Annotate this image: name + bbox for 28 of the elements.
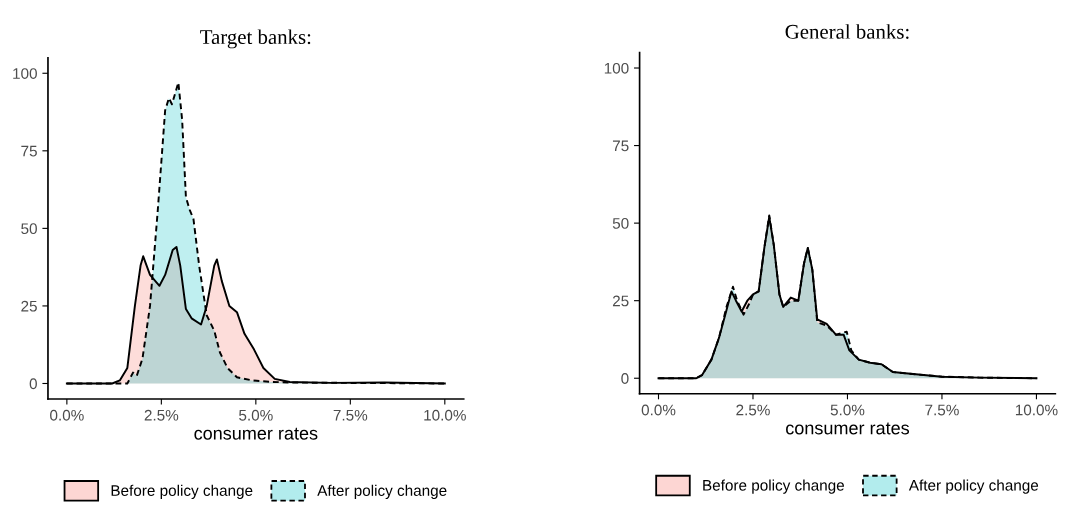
x-tick-label: 5.0% — [830, 404, 865, 416]
x-tick-label: 10.0% — [1015, 404, 1058, 416]
x-tick-label: 7.5% — [925, 404, 959, 416]
x-tick-label: 2.5% — [736, 404, 770, 416]
x-tick-label: 10.0% — [424, 409, 466, 421]
y-tick-label: 100 — [604, 62, 629, 74]
y-tick-label: 75 — [612, 140, 629, 152]
y-tick-label: 100 — [13, 68, 37, 79]
y-tick-label: 50 — [612, 217, 629, 229]
x-axis-title: consumer rates — [194, 427, 318, 440]
y-tick-label: 25 — [612, 295, 629, 307]
legend-label: Before policy change — [703, 479, 845, 494]
y-tick-label: 0 — [621, 373, 629, 384]
x-tick-label: 0.0% — [641, 404, 676, 416]
chart-title: General banks: — [785, 24, 909, 39]
x-axis-title: consumer rates — [786, 422, 910, 435]
legend-label: After policy change — [317, 484, 447, 499]
y-tick-label: 50 — [21, 223, 37, 235]
y-tick-label: 25 — [21, 300, 37, 312]
legend-label: Before policy change — [111, 484, 253, 499]
x-tick-label: 2.5% — [144, 409, 179, 421]
x-tick-label: 5.0% — [239, 409, 273, 421]
y-tick-label: 0 — [29, 378, 37, 390]
chart-title: Target banks: — [200, 29, 311, 49]
x-tick-label: 7.5% — [333, 409, 368, 421]
y-tick-label: 75 — [21, 145, 37, 157]
x-tick-label: 0.0% — [50, 409, 84, 421]
legend-label: After policy change — [908, 479, 1039, 494]
